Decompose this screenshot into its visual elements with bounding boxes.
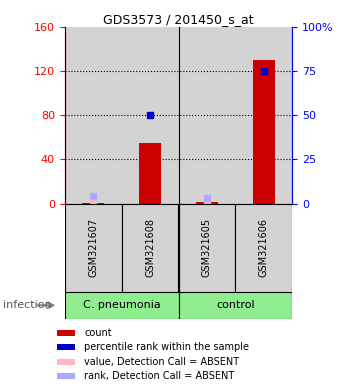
Text: GSM321606: GSM321606 [259,218,269,277]
Text: count: count [84,328,112,338]
Bar [235,204,292,292]
Bar [178,27,235,204]
Bar [253,60,275,204]
Text: percentile rank within the sample: percentile rank within the sample [84,342,249,353]
Bar [57,373,75,379]
Bar [139,143,162,204]
Text: GSM321605: GSM321605 [202,218,212,277]
Text: C. pneumonia: C. pneumonia [83,300,160,310]
Title: GDS3573 / 201450_s_at: GDS3573 / 201450_s_at [103,13,254,26]
Bar [82,203,104,204]
Bar [65,292,178,319]
Text: rank, Detection Call = ABSENT: rank, Detection Call = ABSENT [84,371,235,381]
Bar [178,292,292,319]
Text: infection: infection [3,300,52,310]
Text: value, Detection Call = ABSENT: value, Detection Call = ABSENT [84,357,239,367]
Bar [121,204,178,292]
Bar [65,204,121,292]
Bar [121,27,178,204]
Text: GSM321608: GSM321608 [145,218,155,277]
Bar [57,344,75,350]
Bar [178,204,235,292]
Bar [57,330,75,336]
Bar [57,359,75,365]
Text: GSM321607: GSM321607 [88,218,98,277]
Bar [195,202,218,204]
Text: control: control [216,300,255,310]
Bar [235,27,292,204]
Bar [65,27,121,204]
